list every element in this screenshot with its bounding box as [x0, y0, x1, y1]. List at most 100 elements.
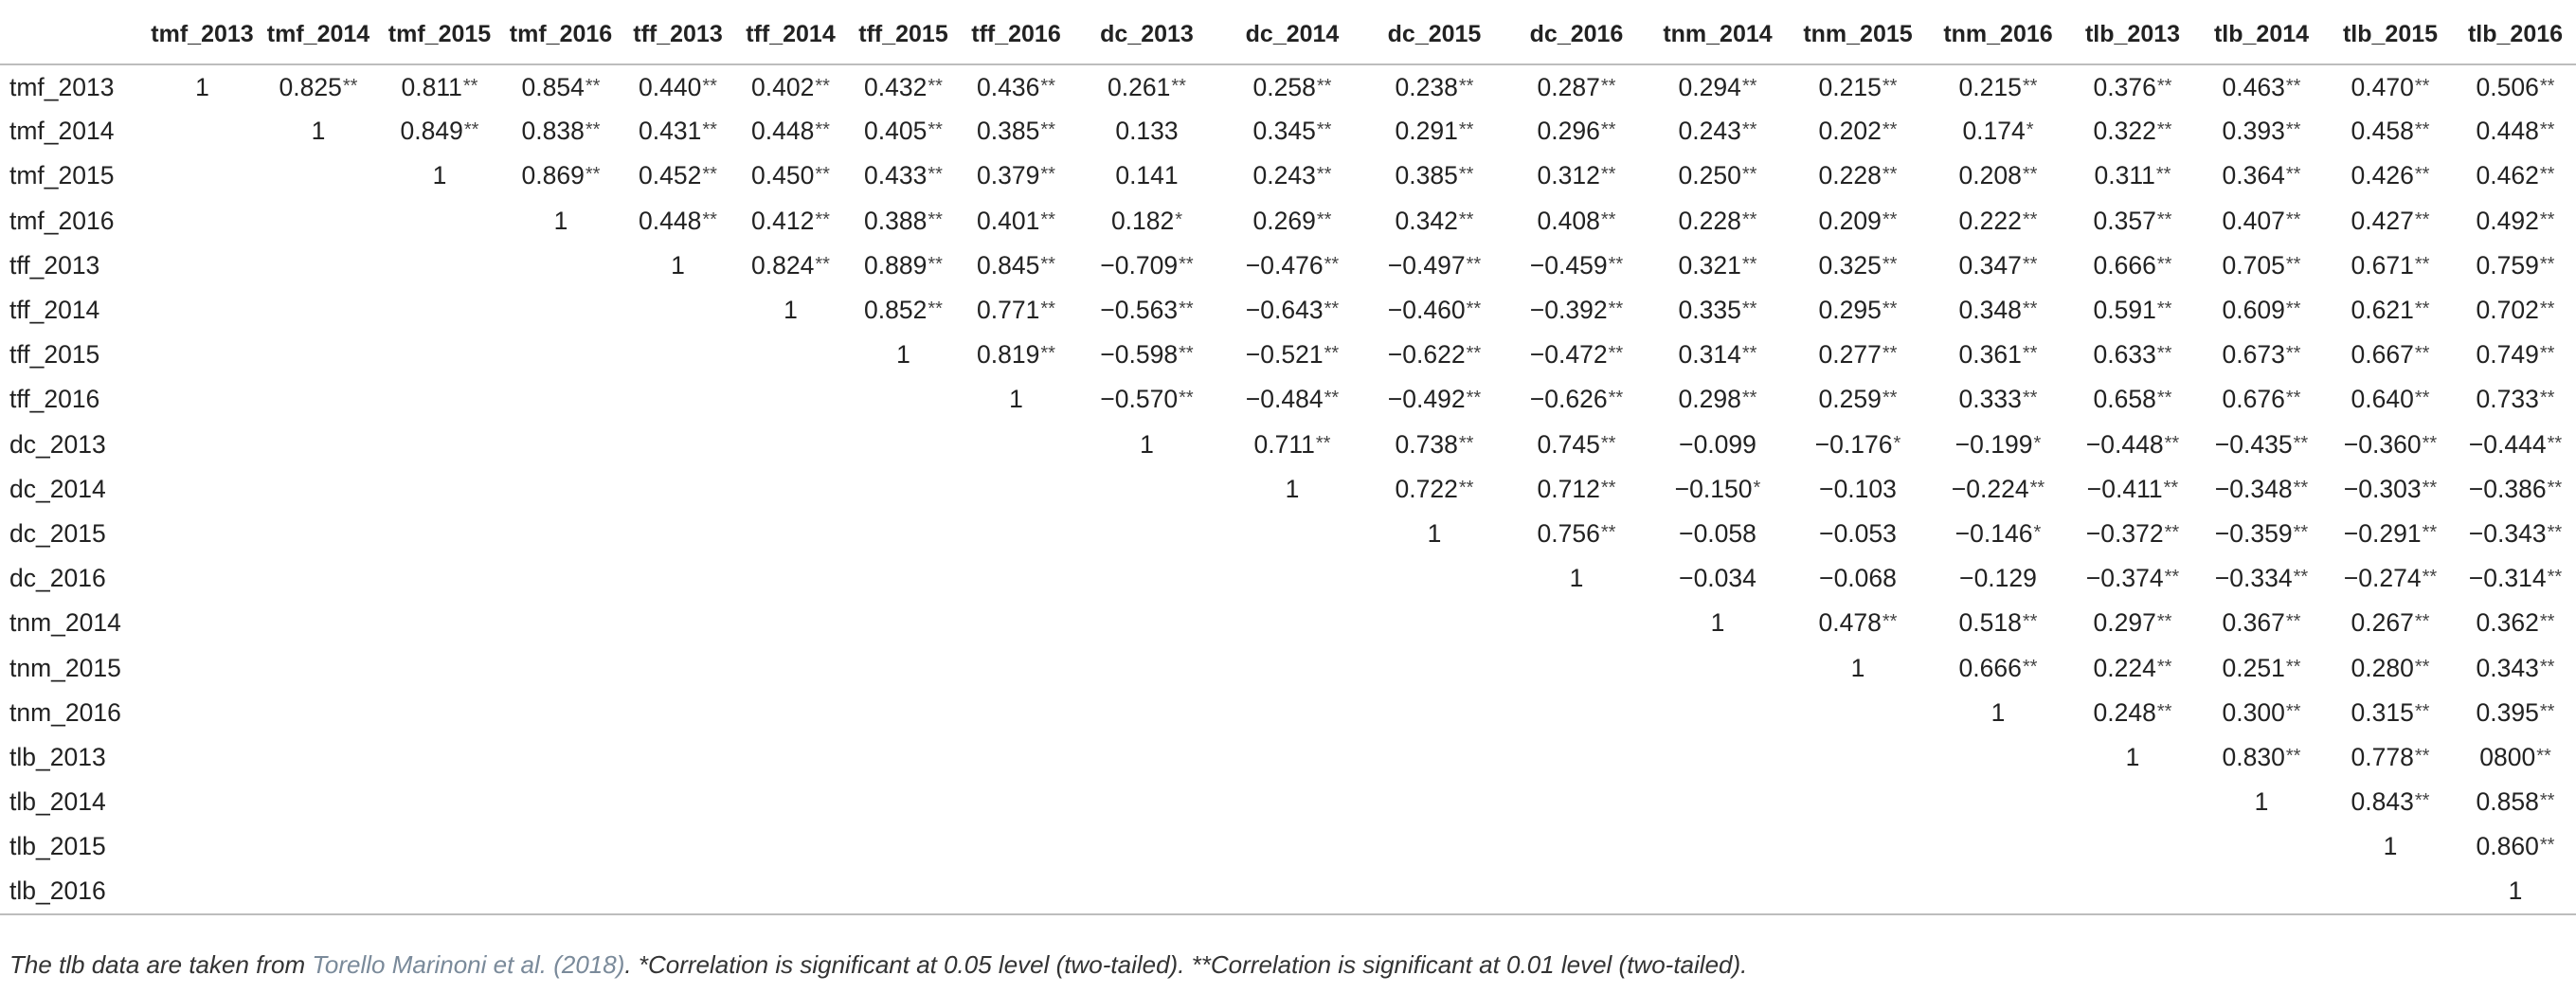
table-cell — [500, 467, 621, 512]
table-cell: 0.432** — [864, 72, 943, 101]
table-cell: 0.208** — [1958, 161, 2038, 190]
table-cell — [1788, 824, 1928, 869]
table-cell: 0.322** — [2093, 117, 2172, 146]
table-cell — [147, 735, 258, 780]
table-cell — [258, 153, 379, 198]
table-cell — [1072, 601, 1221, 645]
table-cell — [258, 691, 379, 735]
table-cell: 0.745** — [1537, 429, 1616, 459]
table-cell: 0.248** — [2093, 697, 2172, 727]
table-cell — [1072, 824, 1221, 869]
table-cell — [147, 512, 258, 556]
table-row: tmf_2013 1 0.825** 0.811** 0.854** 0.440** 0.4… — [0, 64, 2576, 109]
table-cell: 1 — [671, 250, 685, 280]
table-cell — [500, 244, 621, 288]
table-cell — [258, 423, 379, 467]
column-header: tnm_2014 — [1648, 6, 1788, 65]
table-cell: 0.738** — [1395, 429, 1474, 459]
table-cell: 0.250** — [1678, 161, 1757, 190]
row-label: tnm_2014 — [9, 608, 121, 638]
table-cell — [500, 645, 621, 690]
table-cell: 0.450** — [751, 161, 830, 190]
table-cell — [621, 824, 734, 869]
table-row: tff_2013 1 0.824** 0.889** 0.845** −0.709** −0… — [0, 244, 2576, 288]
table-cell: 0.335** — [1678, 296, 1757, 325]
table-cell: 0.705** — [2222, 250, 2301, 280]
table-cell: −0.303** — [2343, 474, 2438, 503]
table-cell: 0.452** — [639, 161, 717, 190]
table-cell — [147, 869, 258, 915]
table-cell — [379, 645, 500, 690]
table-cell: 0.379** — [977, 161, 1055, 190]
table-cell: 0.298** — [1678, 385, 1757, 414]
table-cell — [1221, 691, 1363, 735]
table-cell — [500, 735, 621, 780]
table-cell — [1221, 512, 1363, 556]
table-cell: 0.209** — [1818, 206, 1898, 235]
table-cell: 0.342** — [1395, 206, 1474, 235]
table-cell: 0.243** — [1252, 161, 1332, 190]
table-row: tmf_2016 1 0.448** 0.412** 0.388** 0.401** 0.1… — [0, 199, 2576, 244]
row-label: tnm_2015 — [9, 653, 121, 682]
table-cell: 1 — [1285, 474, 1300, 503]
footnote-reference-link[interactable]: Torello Marinoni et al. (2018) — [312, 950, 625, 979]
table-cell — [1072, 691, 1221, 735]
table-cell: −0.103 — [1819, 474, 1897, 503]
table-cell — [2068, 780, 2197, 824]
table-cell — [379, 288, 500, 333]
table-cell: 0.182* — [1110, 206, 1183, 235]
table-row: dc_2013 1 0.711** 0.738** 0.745** −0.099 −0.17… — [0, 423, 2576, 467]
header-corner-cell — [0, 6, 147, 65]
table-cell: 1 — [195, 72, 209, 101]
table-cell: 0.733** — [2476, 385, 2555, 414]
table-cell: −0.386** — [2468, 474, 2563, 503]
table-cell: 0.294** — [1678, 72, 1757, 101]
table-cell — [500, 824, 621, 869]
table-cell — [2197, 869, 2326, 915]
table-cell — [258, 288, 379, 333]
table-cell — [1648, 735, 1788, 780]
table-cell — [500, 869, 621, 915]
column-header: tmf_2014 — [258, 6, 379, 65]
table-cell: 0.811** — [401, 72, 478, 101]
table-cell: 0.749** — [2476, 340, 2555, 370]
table-cell — [258, 556, 379, 601]
table-cell: 0.712** — [1537, 474, 1616, 503]
table-cell: 0.756** — [1537, 518, 1616, 548]
table-cell: −0.484** — [1245, 385, 1340, 414]
column-header: dc_2016 — [1505, 6, 1648, 65]
table-cell: 0.633** — [2093, 340, 2172, 370]
table-cell: 0.407** — [2222, 206, 2301, 235]
table-cell: 0.408** — [1537, 206, 1616, 235]
table-footnote: The tlb data are taken from Torello Mari… — [9, 950, 1747, 980]
table-cell: 0.376** — [2093, 72, 2172, 101]
table-row: tlb_2013 1 0.830** 0.778** 0800** — [0, 735, 2576, 780]
table-cell: 0.433** — [864, 161, 943, 190]
table-cell: 0.224** — [2093, 653, 2172, 682]
table-cell — [147, 244, 258, 288]
table-cell: 0.258** — [1252, 72, 1332, 101]
column-header: tmf_2013 — [147, 6, 258, 65]
table-cell: 0.277** — [1818, 340, 1898, 370]
table-cell — [258, 735, 379, 780]
table-cell — [379, 244, 500, 288]
table-cell — [621, 333, 734, 377]
row-label: tmf_2015 — [9, 161, 115, 190]
table-cell — [847, 467, 960, 512]
table-cell — [147, 824, 258, 869]
table-cell: 0.385** — [1395, 161, 1474, 190]
table-cell: −0.099 — [1679, 429, 1756, 459]
table-cell: 0.385** — [977, 117, 1055, 146]
table-cell — [1363, 824, 1505, 869]
table-cell — [500, 423, 621, 467]
table-cell — [500, 556, 621, 601]
column-header: dc_2015 — [1363, 6, 1505, 65]
table-cell — [1928, 780, 2068, 824]
table-cell — [734, 601, 847, 645]
table-cell: 0.280** — [2351, 653, 2430, 682]
table-cell: 1 — [2254, 787, 2269, 817]
table-cell — [2326, 869, 2455, 915]
table-cell: 0.860** — [2476, 832, 2555, 861]
row-label: tff_2013 — [9, 250, 100, 280]
table-cell: 0.666** — [2093, 250, 2172, 280]
